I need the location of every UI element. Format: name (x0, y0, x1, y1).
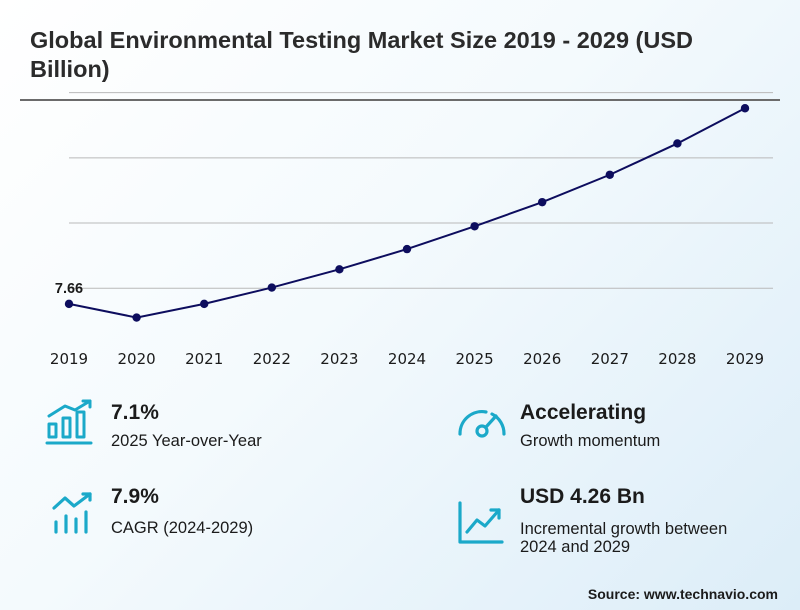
data-point (267, 283, 276, 292)
data-point (335, 265, 344, 274)
title-divider (20, 99, 780, 101)
chart-title: Global Environmental Testing Market Size… (30, 27, 693, 82)
x-tick-label: 2029 (726, 350, 764, 368)
series-line (68, 107, 746, 319)
x-tick-label: 2022 (253, 350, 291, 368)
kpi-incremental-label: Incremental growth between 2024 and 2029 (520, 520, 728, 556)
x-tick-label: 2021 (185, 350, 223, 368)
data-point (132, 313, 141, 322)
trend-up-bars-icon (52, 492, 92, 534)
kpi-yoy-label: 2025 Year-over-Year (111, 432, 262, 450)
data-point (740, 104, 750, 113)
x-tick-label: 2027 (591, 350, 629, 368)
x-tick-label: 2024 (388, 350, 426, 368)
kpi-momentum-value: Accelerating (520, 401, 647, 424)
series-line-group (68, 107, 746, 319)
line-chart-up-icon (458, 501, 504, 544)
data-point (470, 222, 479, 231)
x-tick-label: 2028 (658, 350, 696, 368)
data-labels: 7.66 (55, 281, 83, 297)
kpi-cagr-value: 7.9% (111, 485, 159, 508)
speedometer-icon (458, 410, 506, 438)
data-point (538, 197, 547, 207)
data-point (64, 299, 74, 309)
data-points (64, 104, 750, 322)
x-tick-label: 2019 (50, 350, 88, 368)
x-tick-label: 2023 (320, 350, 358, 368)
x-tick-label: 2025 (456, 350, 494, 368)
kpi-cagr-label: CAGR (2024-2029) (111, 519, 254, 537)
line-chart: 2019 2020 2021 2022 2023 2024 2025 2026 2027 2028… (50, 92, 773, 368)
data-label: 7.66 (55, 281, 83, 297)
data-point (673, 139, 682, 148)
data-point (605, 170, 614, 179)
kpi-incremental-value: USD 4.26 Bn (520, 485, 645, 508)
x-tick-label: 2026 (523, 350, 561, 368)
x-tick-label: 2020 (118, 350, 156, 368)
kpi-yoy-value: 7.1% (111, 401, 159, 424)
data-point (200, 299, 209, 309)
x-axis-ticks: 2019 2020 2021 2022 2023 2024 2025 2026 2027 2028… (50, 350, 764, 368)
bar-chart-growth-icon (45, 399, 93, 445)
kpi-momentum-label: Growth momentum (520, 432, 661, 450)
gridlines (69, 92, 773, 289)
source-note: Source: www.technavio.com (587, 586, 778, 602)
data-point (402, 244, 412, 254)
